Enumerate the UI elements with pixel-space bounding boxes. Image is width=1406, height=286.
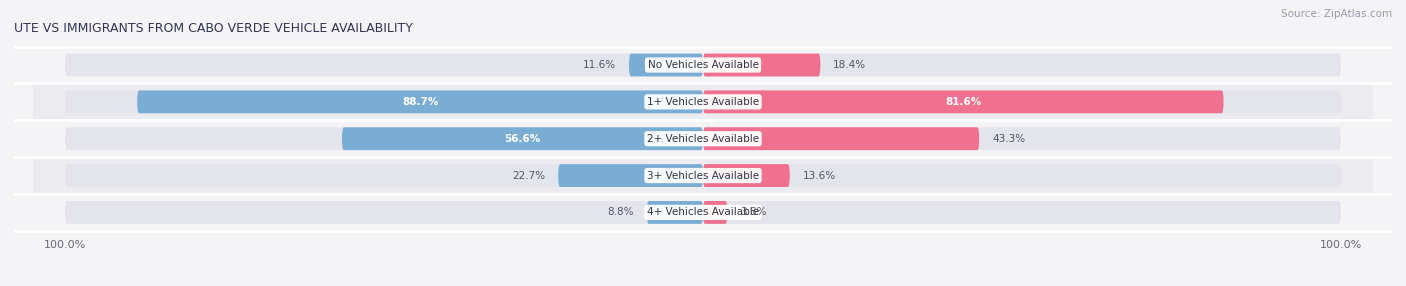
FancyBboxPatch shape	[65, 164, 703, 187]
Bar	[34, 120, 1372, 157]
Text: 3.8%: 3.8%	[740, 207, 766, 217]
Text: 18.4%: 18.4%	[834, 60, 866, 70]
FancyBboxPatch shape	[703, 53, 820, 76]
FancyBboxPatch shape	[65, 90, 703, 113]
Text: 43.3%: 43.3%	[993, 134, 1025, 144]
FancyBboxPatch shape	[703, 201, 727, 224]
Text: Source: ZipAtlas.com: Source: ZipAtlas.com	[1281, 9, 1392, 19]
Bar	[34, 47, 1372, 84]
Text: No Vehicles Available: No Vehicles Available	[648, 60, 758, 70]
Text: 3+ Vehicles Available: 3+ Vehicles Available	[647, 170, 759, 180]
FancyBboxPatch shape	[628, 53, 703, 76]
FancyBboxPatch shape	[65, 53, 703, 76]
Text: 22.7%: 22.7%	[512, 170, 546, 180]
FancyBboxPatch shape	[65, 127, 703, 150]
FancyBboxPatch shape	[703, 164, 790, 187]
Bar	[34, 194, 1372, 231]
Text: 1+ Vehicles Available: 1+ Vehicles Available	[647, 97, 759, 107]
FancyBboxPatch shape	[703, 90, 1223, 113]
Text: 11.6%: 11.6%	[583, 60, 616, 70]
Text: 56.6%: 56.6%	[505, 134, 540, 144]
FancyBboxPatch shape	[703, 127, 1341, 150]
FancyBboxPatch shape	[342, 127, 703, 150]
Text: 2+ Vehicles Available: 2+ Vehicles Available	[647, 134, 759, 144]
FancyBboxPatch shape	[703, 53, 1341, 76]
Bar	[34, 84, 1372, 120]
FancyBboxPatch shape	[703, 127, 979, 150]
FancyBboxPatch shape	[647, 201, 703, 224]
Text: 8.8%: 8.8%	[607, 207, 634, 217]
FancyBboxPatch shape	[558, 164, 703, 187]
Text: 81.6%: 81.6%	[945, 97, 981, 107]
Bar	[34, 157, 1372, 194]
Text: 13.6%: 13.6%	[803, 170, 835, 180]
Text: 4+ Vehicles Available: 4+ Vehicles Available	[647, 207, 759, 217]
FancyBboxPatch shape	[65, 201, 703, 224]
FancyBboxPatch shape	[703, 201, 1341, 224]
FancyBboxPatch shape	[703, 164, 1341, 187]
Text: UTE VS IMMIGRANTS FROM CABO VERDE VEHICLE AVAILABILITY: UTE VS IMMIGRANTS FROM CABO VERDE VEHICL…	[14, 22, 413, 35]
Text: 88.7%: 88.7%	[402, 97, 439, 107]
FancyBboxPatch shape	[138, 90, 703, 113]
FancyBboxPatch shape	[703, 90, 1341, 113]
